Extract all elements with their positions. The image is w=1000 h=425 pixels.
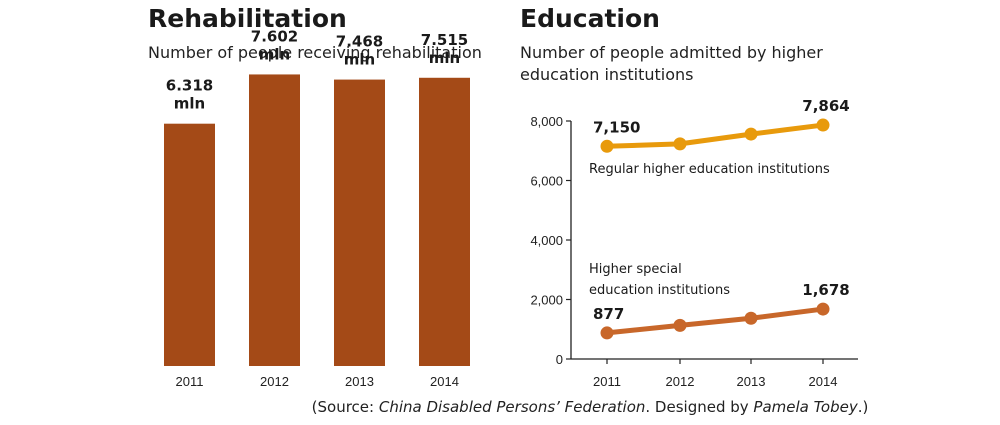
- source-middle: . Designed by: [645, 398, 754, 416]
- source-suffix: .): [857, 398, 869, 416]
- x-tick-label: 2012: [260, 374, 289, 389]
- special-institutions-point: [744, 311, 758, 325]
- x-tick-label: 2012: [666, 374, 695, 389]
- x-tick-label: 2011: [593, 374, 621, 389]
- special-institutions-series-label: Higher special education institutions: [589, 262, 730, 298]
- line-value-label: 7,864: [802, 97, 849, 115]
- special-institutions-line: [604, 306, 826, 336]
- x-tick-label: 2013: [345, 374, 374, 389]
- special-institutions-point: [816, 302, 830, 316]
- education-line-chart: 0 2,000 4,000 6,000 8,000 2011 2012 2013 2014 7,1…: [530, 97, 858, 389]
- source-organization: China Disabled Persons’ Federation: [378, 398, 646, 416]
- x-tick-label: 2014: [430, 374, 459, 389]
- y-tick-label: 4,000: [530, 233, 563, 248]
- source-note: (Source: China Disabled Persons’ Federat…: [300, 398, 880, 416]
- x-tick-label: 2014: [809, 374, 838, 389]
- regular-institutions-point: [600, 139, 614, 153]
- rehabilitation-subtitle: Number of people receiving rehabilitatio…: [148, 43, 482, 62]
- y-tick-label: 6,000: [530, 174, 563, 189]
- bar-2011: [164, 123, 215, 366]
- bar-2012: [249, 74, 300, 366]
- regular-institutions-point: [673, 137, 687, 151]
- regular-institutions-line: [604, 122, 826, 149]
- x-tick-label: 2011: [176, 374, 204, 389]
- regular-institutions-point: [816, 118, 830, 132]
- bar-2014: [419, 77, 470, 366]
- special-institutions-point: [673, 318, 687, 332]
- regular-institutions-series-label: Regular higher education institutions: [589, 162, 830, 177]
- source-prefix: (Source:: [311, 398, 379, 416]
- education-title: Education: [520, 4, 660, 33]
- source-designer: Pamela Tobey: [753, 398, 858, 416]
- rehabilitation-bar-chart: 6.318 mln 2011 7.602 mln 2012 7.468 mln 2013 7.51…: [164, 27, 470, 389]
- bar-value-label: 7.602 mln: [251, 27, 298, 63]
- line-value-label: 877: [593, 305, 624, 323]
- line-value-label: 1,678: [802, 281, 849, 299]
- special-institutions-point: [600, 326, 614, 340]
- bar-2013: [334, 79, 385, 367]
- bar-value-label: 6.318 mln: [166, 77, 213, 113]
- y-tick-label: 0: [556, 352, 563, 367]
- rehabilitation-title: Rehabilitation: [148, 4, 347, 33]
- line-value-label: 7,150: [593, 118, 640, 136]
- education-subtitle: Number of people admitted by higher educ…: [520, 43, 823, 84]
- y-tick-label: 2,000: [530, 293, 563, 308]
- bar-value-label: 7.468 mln: [336, 33, 383, 69]
- x-tick-label: 2013: [737, 374, 766, 389]
- bar-value-label: 7.515 mln: [421, 31, 468, 67]
- y-tick-label: 8,000: [530, 114, 563, 129]
- regular-institutions-point: [744, 127, 758, 141]
